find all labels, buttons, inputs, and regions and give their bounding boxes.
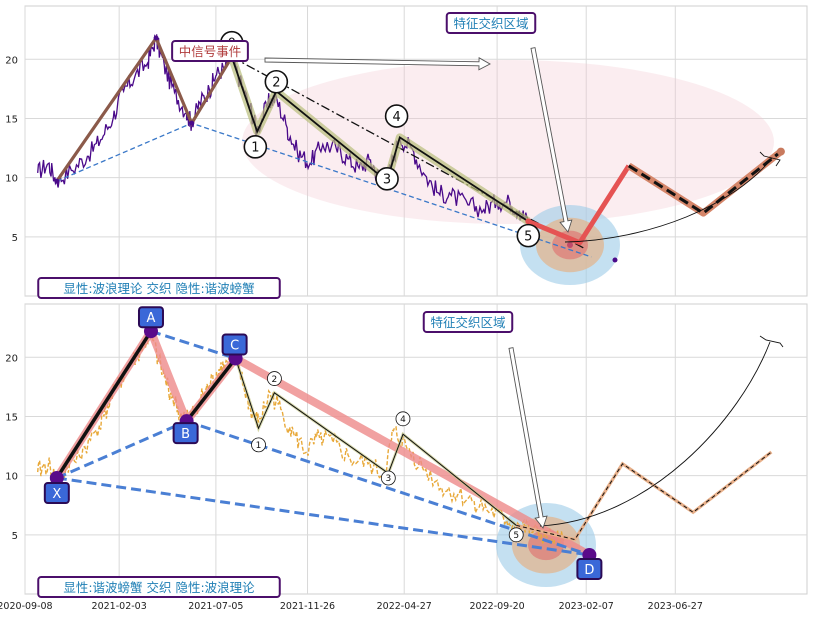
y-tick-label: 10: [5, 174, 18, 185]
support-end-point: [612, 257, 618, 263]
wave-label: 1: [256, 441, 262, 451]
pivot-point: [54, 178, 60, 184]
projection-red: [527, 164, 631, 246]
x-tick-label: 2020-09-08: [0, 601, 53, 612]
wave-label: 2: [272, 75, 280, 90]
zigzag-line: [55, 34, 234, 183]
pattern-ellipse: [242, 60, 774, 224]
harmonic-label-a: A: [147, 311, 156, 326]
wave-label: 4: [400, 415, 406, 425]
zone-arrow: [508, 347, 548, 529]
x-tick-label: 2021-07-05: [188, 601, 243, 612]
projection-curve: [564, 157, 773, 243]
harmonic-label-box-a: [137, 306, 164, 329]
wave-label: 3: [383, 172, 391, 187]
zone-label: 特征交织区域: [453, 16, 528, 31]
wave-label-circle: [384, 104, 409, 128]
leg-bc: [185, 357, 237, 423]
curve-bracket: [759, 151, 781, 167]
harmonic-point-x: [49, 471, 64, 485]
curve-bracket: [759, 335, 784, 348]
zone-label-box: [445, 12, 537, 34]
wave-label: 1: [251, 141, 259, 156]
wave-label-circle: [243, 135, 268, 159]
x-tick-label: 2023-02-07: [559, 601, 614, 612]
projection-start-point: [525, 218, 532, 225]
wave-line: [230, 56, 529, 223]
footer-label: 显性:波浪理论 交织 隐性:谐波螃蟹: [63, 281, 254, 296]
harmonic-label-c: C: [230, 338, 239, 353]
wave-label-circle: [395, 411, 411, 427]
projection-end-point: [776, 147, 785, 156]
harmonic-label-b: B: [181, 427, 190, 442]
leg-xb-dashed: [56, 419, 188, 480]
x-tick-label: 2022-04-27: [377, 601, 432, 612]
leg-ab-halo: [146, 327, 191, 426]
pivot-point: [153, 35, 159, 41]
top-panel: 5101520012345中信号事件特征交织区域显性:波浪理论 交织 隐性:谐波…: [5, 5, 808, 299]
wave-label-circle: [508, 527, 524, 543]
x-tick-label: 2023-06-27: [648, 601, 703, 612]
harmonic-label-box-c: [221, 333, 248, 356]
signal-arrow: [264, 57, 491, 71]
wave-label: 5: [513, 531, 519, 541]
wave-line: [235, 358, 517, 526]
wave-label: 4: [392, 110, 400, 125]
wave-label-circle: [251, 437, 266, 453]
zone-label-box: [422, 311, 514, 333]
wave-label-circle: [264, 69, 289, 94]
pivot-point: [189, 120, 195, 126]
wave-label-circle: [267, 371, 282, 386]
y-tick-label: 10: [5, 472, 18, 483]
zone-arrow: [530, 47, 573, 233]
footer-label-box: [37, 277, 281, 299]
projection-dashed: [516, 451, 772, 541]
x-axis-ticks: 2020-09-08 2021-02-03 2021-07-05 2021-11-26…: [0, 601, 703, 612]
signal-event-label-box: [171, 40, 249, 62]
x-tick-label: 2022-09-20: [470, 601, 525, 612]
wave-label-circle: [380, 470, 396, 486]
y-tick-label: 5: [12, 233, 18, 244]
wave-label: 3: [385, 474, 391, 484]
trend-line: [231, 56, 586, 250]
x-tick-label: 2021-11-26: [280, 601, 335, 612]
zone-center-point: [567, 242, 573, 248]
harmonic-label-box-d: [576, 557, 603, 580]
leg-xa: [55, 330, 153, 479]
y-tick-label: 20: [5, 353, 18, 364]
projection-curve: [539, 341, 771, 527]
harmonic-label-box-b: [172, 422, 199, 445]
wave-label-circle: [375, 167, 399, 191]
wave-label: 2: [272, 375, 278, 385]
y-tick-label: 15: [5, 412, 18, 423]
leg-cd-halo: [231, 354, 594, 559]
harmonic-label-box-x: [43, 482, 70, 504]
footer-label: 显性:谐波螃蟹 交织 隐性:波浪理论: [63, 580, 255, 595]
y-tick-label: 5: [12, 531, 18, 542]
signal-event-label: 中信号事件: [179, 44, 242, 59]
wave-label: 5: [524, 229, 532, 244]
wave-label-circle: [516, 223, 541, 248]
x-tick-label: 2021-02-03: [92, 601, 147, 612]
zone-label: 特征交织区域: [430, 315, 505, 330]
y-tick-label: 20: [5, 55, 18, 66]
footer-label-box: [37, 576, 281, 598]
y-tick-label: 15: [5, 114, 18, 125]
harmonic-label-x: X: [52, 487, 61, 502]
harmonic-label-d: D: [584, 563, 594, 578]
projection-dashed: [627, 150, 782, 215]
